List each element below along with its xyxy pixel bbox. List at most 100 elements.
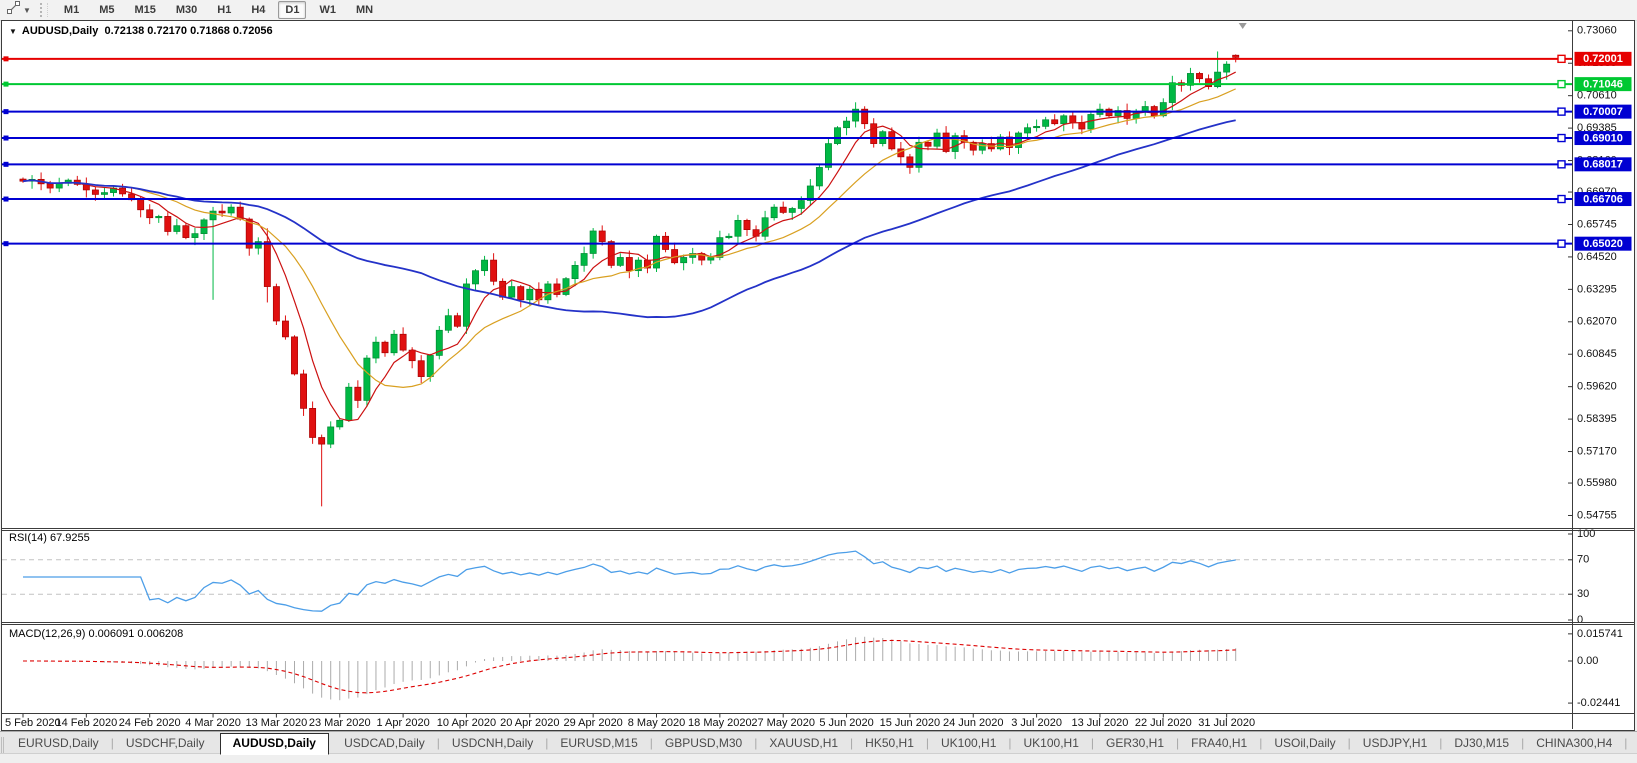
line-drawing-tool-button[interactable]: ▼	[2, 0, 36, 22]
chart-tab-AUDUSD-Daily[interactable]: AUDUSD,Daily	[219, 733, 329, 755]
candlestick	[1186, 73, 1194, 86]
date-tick-label: 22 Jul 2020	[1135, 717, 1192, 729]
chart-tab-UK100-H1[interactable]: UK100,H1	[1023, 736, 1079, 750]
candlestick	[291, 336, 298, 375]
candlestick	[390, 333, 398, 354]
price-tag	[1574, 51, 1632, 66]
chart-tab-GER30-H1[interactable]: GER30,H1	[1106, 736, 1165, 750]
candlestick	[218, 210, 226, 214]
line-left-handle[interactable]	[3, 135, 9, 141]
tab-separator: |	[1624, 736, 1628, 750]
candlestick	[761, 217, 769, 237]
line-left-handle[interactable]	[3, 161, 9, 167]
date-tick-label: 3 Jul 2020	[1011, 717, 1062, 729]
chart-tab-EURUSD-Daily[interactable]: EURUSD,Daily	[18, 736, 99, 750]
candlestick	[1223, 63, 1231, 73]
candlestick	[354, 386, 362, 401]
candlestick	[1232, 54, 1240, 58]
rsi-pane: 100 70 30 0	[2, 528, 1595, 626]
line-left-handle[interactable]	[3, 196, 9, 202]
candlestick	[580, 253, 588, 266]
line-left-handle[interactable]	[3, 56, 9, 62]
chart-tab-FRA40-H1[interactable]: FRA40,H1	[1191, 736, 1248, 750]
chart-tab-USOil-Daily[interactable]: USOil,Daily	[1274, 736, 1336, 750]
line-left-handle[interactable]	[3, 81, 9, 87]
moving-average-line-ma-fast	[22, 71, 1236, 422]
candlestick	[1114, 110, 1122, 117]
line-right-handle[interactable]	[1557, 194, 1566, 204]
line-right-handle[interactable]	[1557, 239, 1566, 248]
timeframe-button-H1[interactable]: H1	[217, 4, 232, 16]
timeframe-button-M1[interactable]: M1	[63, 4, 80, 16]
candlestick	[870, 123, 878, 144]
line-right-handle[interactable]	[1557, 160, 1566, 169]
rsi-tick-label: 100	[1577, 528, 1595, 540]
chart-tab-USDCNH-Daily[interactable]: USDCNH,Daily	[451, 736, 534, 750]
candlestick	[155, 216, 163, 219]
chart-tab-USDCHF-Daily[interactable]: USDCHF,Daily	[125, 736, 205, 750]
line-left-handle[interactable]	[3, 109, 9, 115]
candlestick	[309, 408, 317, 438]
line-right-handle[interactable]	[1557, 133, 1566, 143]
price-tag-label: 0.69010	[1583, 132, 1623, 144]
line-right-handle[interactable]	[1557, 79, 1566, 89]
price-tag	[1574, 192, 1632, 207]
chart-tab-HK50-H1[interactable]: HK50,H1	[865, 736, 914, 750]
chart-tab-USDJPY-H1[interactable]: USDJPY,H1	[1362, 736, 1428, 750]
price-tag-label: 0.70007	[1583, 106, 1623, 118]
chart-tab-DJ30-M15[interactable]: DJ30,M15	[1454, 736, 1510, 750]
candlestick	[824, 143, 832, 168]
candlestick	[372, 341, 380, 359]
timeframe-button-W1[interactable]: W1	[319, 4, 336, 16]
candlestick	[951, 135, 959, 152]
candlestick	[598, 230, 606, 242]
chart-tab-UK100-H1[interactable]: UK100,H1	[941, 736, 997, 750]
price-tick-label: 0.54755	[1577, 509, 1617, 521]
chart-tab-XAUUSD-H1[interactable]: XAUUSD,H1	[769, 736, 839, 750]
price-tick-label: 0.73060	[1577, 25, 1617, 37]
chart-tab-USOil-H4[interactable]: USOil,H4	[1627, 734, 1637, 754]
candlestick	[453, 315, 461, 327]
timeframe-button-MN[interactable]: MN	[355, 4, 374, 16]
chevron-down-icon: ▼	[23, 5, 31, 15]
price-tick-label: 0.59620	[1577, 381, 1617, 393]
chart-tab-GBPUSD-M30[interactable]: GBPUSD,M30	[664, 736, 743, 750]
tab-separator: |	[925, 736, 929, 750]
candlestick	[426, 355, 434, 377]
date-tick-label: 18 May 2020	[688, 717, 752, 729]
timeframe-button-H4[interactable]: H4	[251, 4, 266, 16]
line-right-handle[interactable]	[1557, 107, 1566, 116]
timeframe-button-M15[interactable]: M15	[134, 4, 156, 16]
candlestick	[318, 437, 326, 445]
tab-separator: |	[1347, 736, 1351, 750]
price-axis: 0.730600.718350.706100.693850.681600.669…	[1568, 25, 1632, 521]
candlestick	[1069, 115, 1077, 123]
timeframe-button-D1[interactable]: D1	[278, 1, 307, 19]
candlestick	[381, 341, 389, 354]
line-right-handle[interactable]	[1557, 54, 1566, 64]
rsi-tick-label: 30	[1577, 588, 1589, 600]
tab-separator: |	[1176, 736, 1180, 750]
candlestick	[472, 270, 479, 285]
candlestick	[490, 259, 498, 282]
tab-separator: |	[1259, 736, 1263, 750]
tab-separator: |	[1439, 736, 1443, 750]
toolbar-grip[interactable]	[39, 3, 48, 17]
candlestick	[553, 283, 561, 295]
candlestick	[933, 132, 941, 147]
timeframe-button-M5[interactable]: M5	[99, 4, 115, 16]
candlestick	[861, 108, 869, 125]
price-tick-label: 0.58395	[1577, 413, 1617, 425]
chart-tab-EURUSD-M15[interactable]: EURUSD,M15	[560, 736, 638, 750]
candlestick	[345, 386, 353, 421]
date-tick-label: 15 Jun 2020	[880, 717, 941, 729]
chart-tab-CHINA300-H4[interactable]: CHINA300,H4	[1536, 736, 1613, 750]
tab-separator: |	[1008, 736, 1012, 750]
price-tick-label: 0.63295	[1577, 283, 1617, 295]
line-left-handle[interactable]	[3, 241, 9, 247]
candlestick	[1168, 82, 1176, 103]
chart-tab-USDCAD-Daily[interactable]: USDCAD,Daily	[344, 736, 425, 750]
candlestick	[209, 210, 217, 221]
price-tick-label: 0.62070	[1577, 316, 1617, 328]
timeframe-button-M30[interactable]: M30	[175, 4, 198, 16]
